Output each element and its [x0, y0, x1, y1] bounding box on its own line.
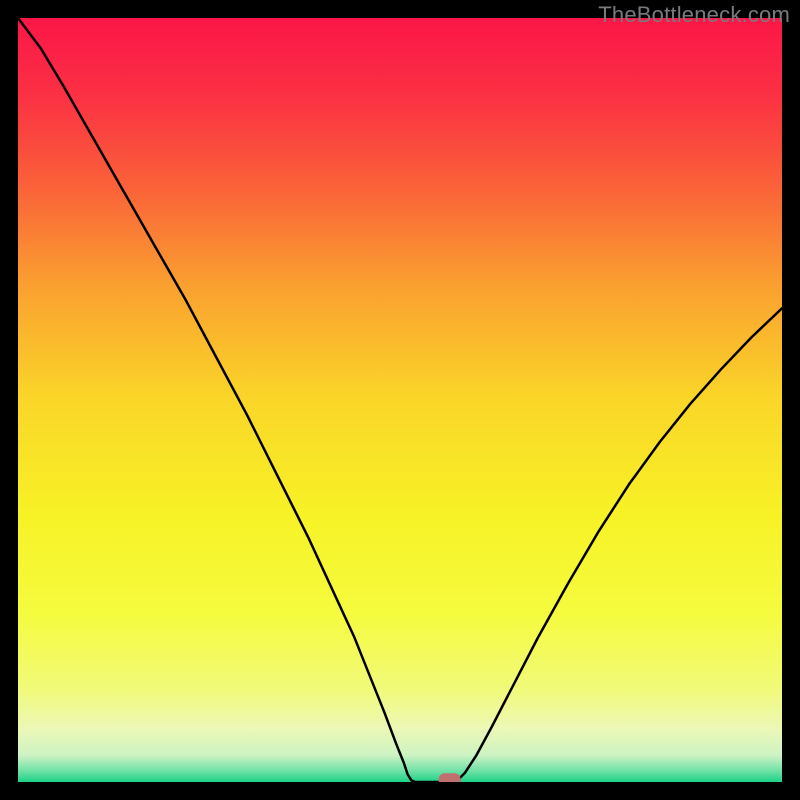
bottleneck-chart	[18, 18, 782, 782]
watermark-text: TheBottleneck.com	[598, 2, 790, 28]
chart-outer: TheBottleneck.com	[0, 0, 800, 800]
chart-background	[18, 18, 782, 782]
optimum-marker	[439, 773, 461, 782]
